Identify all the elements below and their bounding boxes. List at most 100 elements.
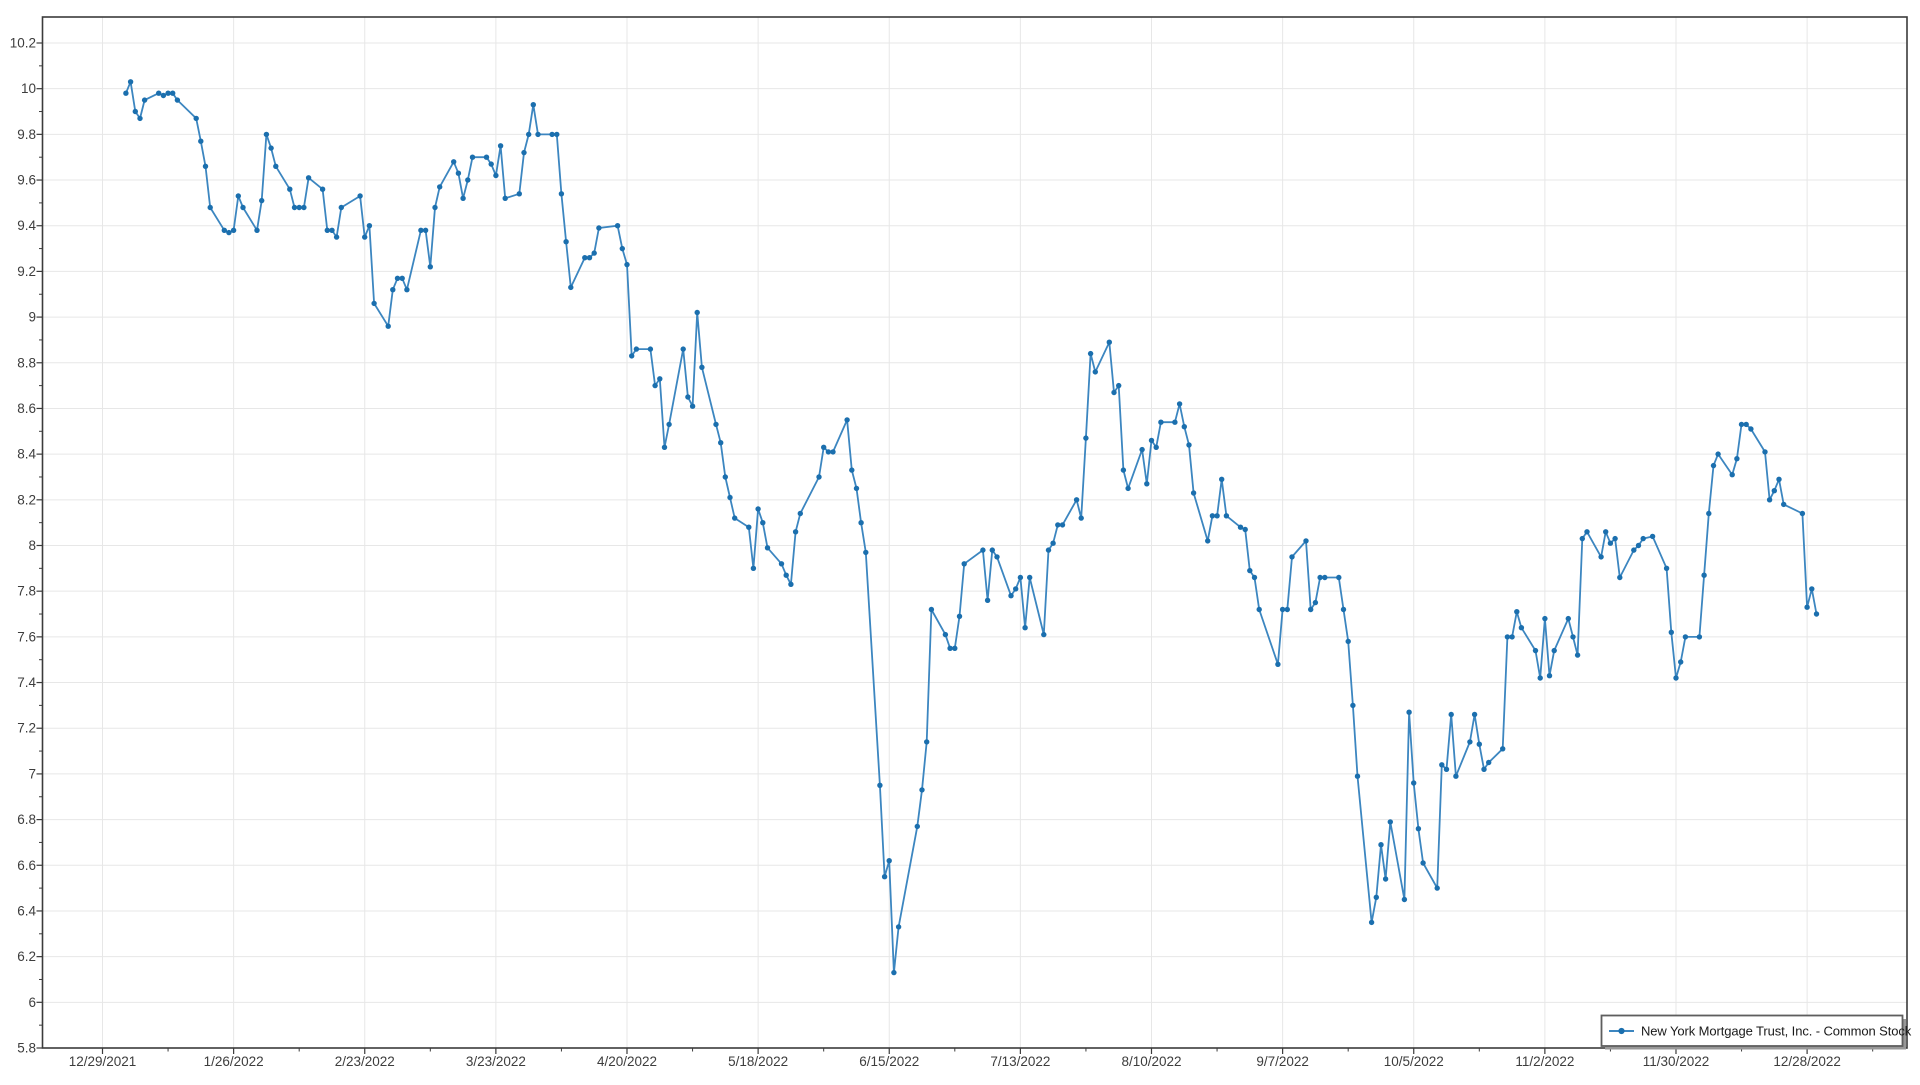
data-point-marker [1284, 606, 1291, 613]
plot-area[interactable] [43, 17, 1908, 1048]
data-point-marker [614, 223, 621, 229]
data-point-marker [422, 227, 429, 233]
data-point-marker [263, 131, 270, 138]
x-axis-labels: 12/29/2021 1/26/2022 2/23/2022 3/23/2022 4/2… [69, 1054, 1841, 1069]
data-point-marker [629, 353, 635, 359]
data-point-marker [1073, 497, 1080, 503]
data-point-marker [760, 520, 766, 526]
legend: New York Mortgage Trust, Inc. - Common S… [1600, 1014, 1912, 1050]
data-point-marker [624, 261, 630, 268]
data-point-marker [516, 191, 522, 197]
data-point-marker [160, 92, 167, 99]
legend-box[interactable] [1600, 1014, 1904, 1047]
data-point-marker [563, 239, 569, 245]
data-point-marker [1518, 625, 1525, 631]
data-point-marker [764, 545, 771, 551]
y-tick-label: 8.2 [17, 492, 36, 507]
data-point-marker [483, 154, 490, 160]
y-tick-label: 8.8 [17, 355, 36, 370]
data-point-marker [338, 204, 344, 211]
data-point-marker [1106, 339, 1113, 345]
data-point-marker [633, 346, 640, 352]
data-point-marker [1083, 435, 1089, 441]
data-point-marker [174, 97, 181, 103]
x-tick-label: 11/2/2022 [1515, 1054, 1574, 1069]
data-point-marker [521, 149, 527, 156]
data-point-marker [980, 547, 986, 553]
data-point-marker [324, 227, 330, 233]
data-point-marker [792, 529, 799, 535]
data-point-marker [1041, 631, 1047, 638]
data-point-marker [1617, 574, 1623, 581]
data-point-marker [1214, 513, 1220, 519]
data-point-marker [591, 250, 597, 256]
data-point-marker [1729, 472, 1735, 478]
data-point-marker [1078, 515, 1084, 521]
data-point-marker [746, 524, 752, 530]
data-point-marker [240, 204, 246, 211]
data-point-marker [1631, 547, 1637, 553]
data-point-marker [666, 421, 672, 428]
data-point-marker [727, 494, 733, 501]
data-point-marker [1743, 421, 1749, 428]
data-point-marker [928, 606, 935, 613]
data-point-marker [1696, 634, 1703, 640]
data-point-marker [1153, 444, 1159, 450]
data-point-marker [1223, 513, 1230, 519]
data-point-marker [661, 444, 668, 450]
data-point-marker [1092, 369, 1099, 375]
data-point-marker [1607, 540, 1614, 546]
y-tick-label: 10 [21, 81, 36, 96]
data-point-marker [558, 191, 565, 197]
data-point-marker [947, 645, 953, 651]
data-point-marker [287, 186, 293, 192]
data-point-marker [984, 597, 991, 603]
data-point-marker [437, 184, 443, 190]
data-point-marker [1382, 876, 1389, 882]
data-point-marker [1340, 606, 1347, 613]
data-point-marker [1710, 462, 1717, 469]
data-point-marker [497, 143, 504, 149]
data-point-marker [1172, 419, 1178, 425]
data-point-marker [357, 193, 363, 199]
data-point-marker [1387, 819, 1394, 825]
data-point-marker [156, 90, 162, 96]
data-point-marker [549, 131, 555, 138]
data-point-marker [849, 467, 855, 473]
data-point-marker [1551, 647, 1557, 654]
data-point-marker [942, 631, 949, 638]
data-point-marker [1411, 780, 1417, 786]
data-point-marker [1144, 481, 1150, 487]
data-point-marker [390, 287, 396, 293]
data-point-marker [207, 204, 213, 211]
data-point-marker [427, 264, 433, 270]
data-point-marker [1574, 652, 1581, 658]
data-point-marker [1350, 702, 1356, 709]
data-point-marker [432, 204, 438, 211]
data-point-marker [1804, 604, 1810, 610]
data-point-marker [1668, 629, 1675, 635]
data-point-marker [1678, 659, 1684, 665]
data-point-marker [1336, 574, 1342, 581]
data-point-marker [1434, 885, 1440, 891]
data-point-marker [1799, 510, 1806, 517]
data-point-marker [586, 255, 593, 261]
data-point-marker [170, 90, 176, 96]
data-point-marker [680, 346, 686, 352]
data-point-marker [465, 177, 471, 183]
y-tick-label: 7.4 [17, 675, 36, 690]
data-point-marker [722, 474, 728, 480]
data-point-marker [1087, 350, 1094, 357]
data-point-marker [399, 275, 405, 281]
data-point-marker [371, 300, 377, 307]
data-point-marker [657, 376, 663, 382]
data-point-marker [1237, 524, 1244, 530]
data-point-marker [165, 90, 171, 96]
data-point-marker [530, 102, 536, 108]
data-point-marker [1027, 574, 1033, 581]
data-point-marker [202, 163, 209, 169]
x-tick-label: 9/7/2022 [1256, 1054, 1309, 1069]
data-point-marker [1406, 709, 1412, 715]
data-point-marker [141, 97, 148, 103]
